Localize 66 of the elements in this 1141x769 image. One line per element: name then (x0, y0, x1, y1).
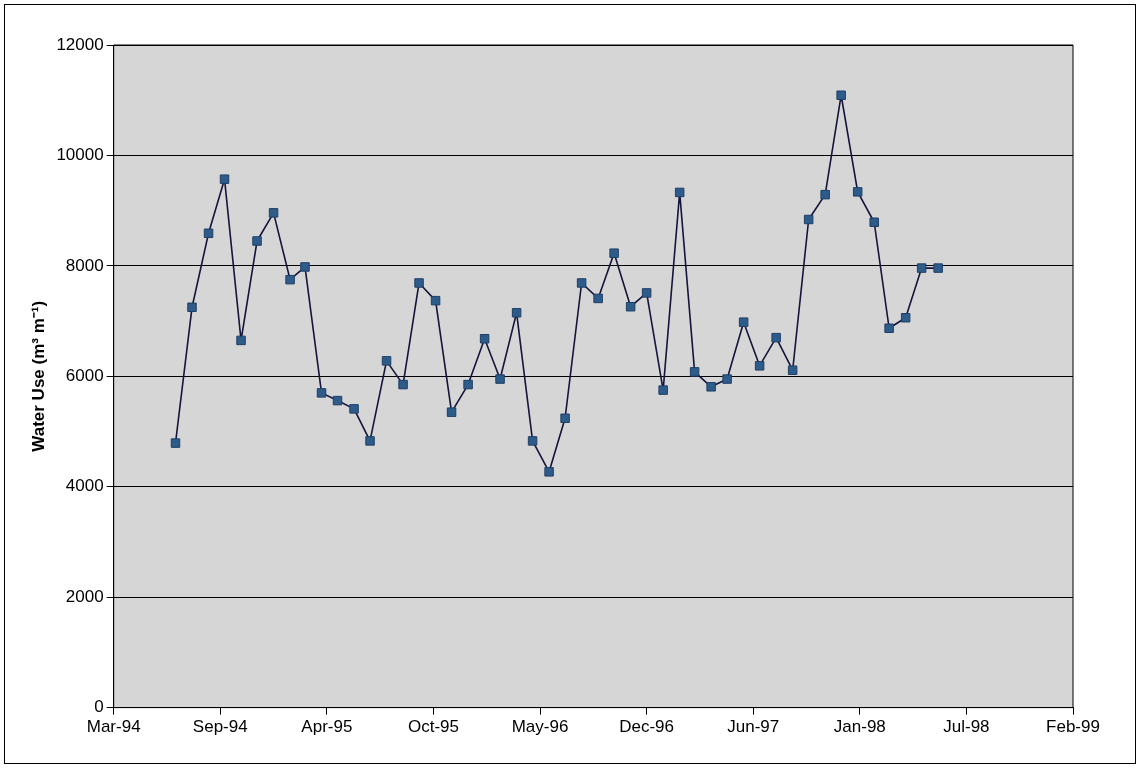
x-tick-label: May-96 (511, 717, 569, 737)
x-tick-label: Jan-98 (833, 717, 886, 737)
point (187, 302, 197, 313)
point (463, 379, 473, 390)
point (836, 90, 846, 100)
point (268, 208, 279, 218)
point (593, 293, 603, 304)
point (527, 436, 538, 446)
y-tick-label: 10000 (56, 145, 104, 165)
x-tick-label: Jul-98 (943, 717, 990, 737)
point (479, 334, 490, 344)
point (544, 467, 554, 477)
point (300, 262, 310, 272)
point (754, 361, 765, 371)
y-tick-label: 8000 (65, 255, 104, 275)
x-tick-label: Sep-94 (192, 717, 248, 737)
point (803, 214, 814, 225)
y-tick-label: 2000 (65, 586, 104, 606)
point (689, 367, 700, 377)
point (285, 274, 295, 285)
point (884, 323, 894, 333)
y-tick-label: 12000 (56, 34, 104, 54)
point (203, 228, 214, 239)
point (625, 301, 636, 312)
point (787, 365, 798, 375)
point (674, 187, 685, 198)
point (576, 278, 587, 288)
point (900, 313, 911, 323)
point (511, 308, 522, 318)
x-tick-label: Jun-97 (727, 717, 780, 737)
point (381, 356, 392, 366)
point (916, 263, 927, 273)
point (170, 438, 181, 448)
point (609, 248, 619, 258)
x-tick-label: Oct-95 (407, 717, 459, 737)
point (820, 189, 830, 200)
point (706, 382, 716, 392)
x-tick-label: Feb-99 (1046, 717, 1100, 737)
y-axis-title: Water Use (m³ m⁻¹) (28, 300, 48, 452)
y-tick-label: 6000 (65, 365, 104, 385)
x-tick-label: Dec-96 (619, 717, 675, 737)
point (722, 374, 732, 384)
point (236, 335, 246, 346)
point (658, 385, 668, 395)
point (495, 374, 505, 384)
point (771, 332, 781, 343)
x-tick-label: Mar-94 (86, 717, 141, 737)
point (869, 217, 879, 227)
point (365, 436, 375, 446)
point (414, 278, 424, 288)
point (430, 295, 441, 306)
point (398, 379, 408, 390)
point (852, 187, 863, 197)
point (316, 388, 327, 398)
y-tick-label: 4000 (65, 476, 104, 496)
point (738, 317, 749, 327)
x-tick-label: Apr-95 (301, 717, 353, 737)
point (933, 263, 943, 273)
point (252, 236, 262, 246)
point (560, 413, 570, 424)
y-tick-label: 0 (94, 697, 104, 717)
point (219, 174, 230, 184)
point (332, 395, 343, 406)
point (446, 407, 457, 417)
point (349, 404, 359, 414)
point (641, 288, 652, 298)
